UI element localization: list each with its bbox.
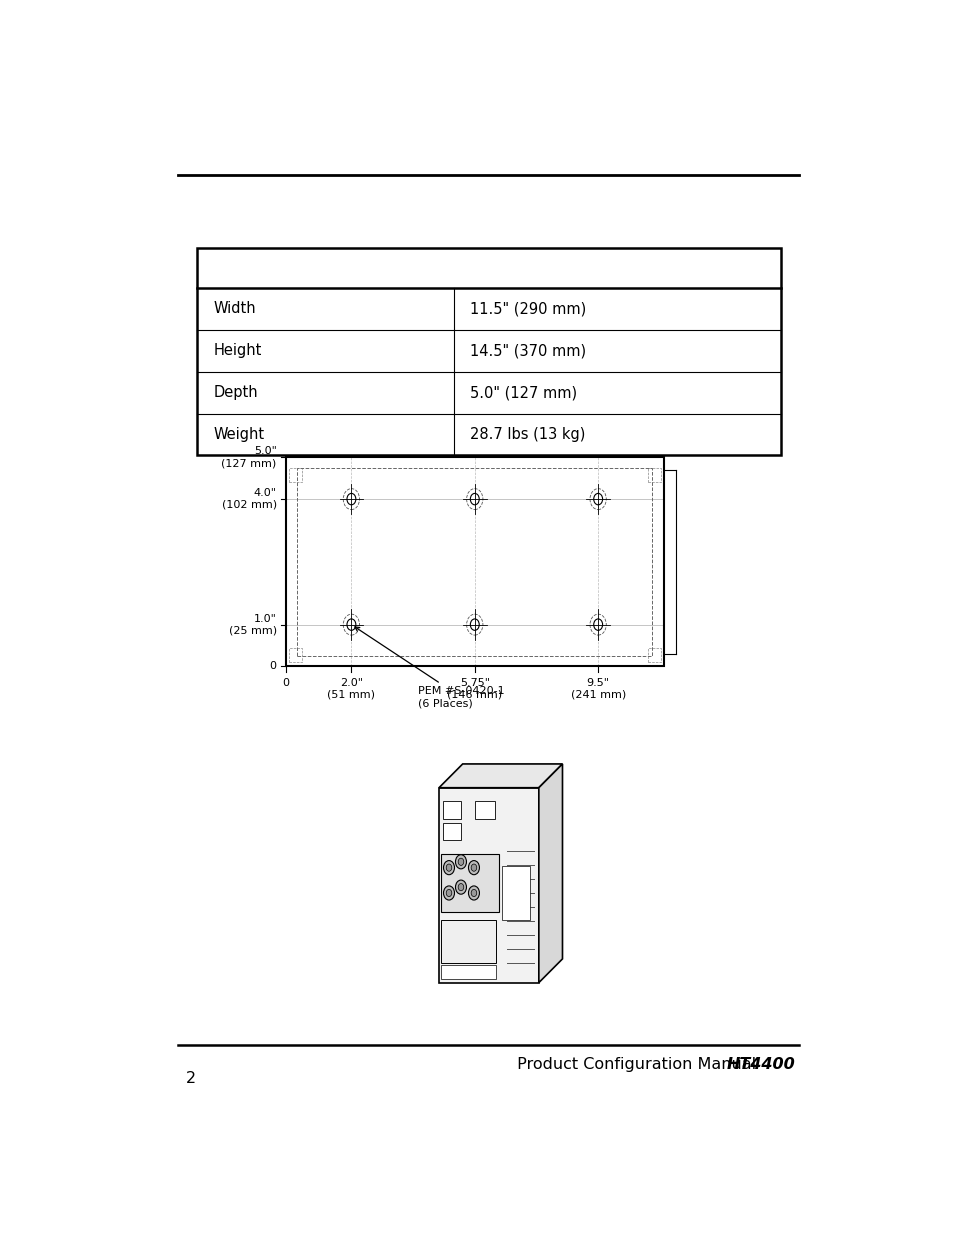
Text: Width: Width [213, 301, 255, 316]
Circle shape [455, 855, 466, 869]
Text: 5.0"
(127 mm): 5.0" (127 mm) [221, 447, 276, 468]
Text: 11.5" (290 mm): 11.5" (290 mm) [470, 301, 586, 316]
Text: 0: 0 [282, 678, 289, 688]
Text: Weight: Weight [213, 427, 264, 442]
Text: 0: 0 [270, 662, 276, 672]
Text: Product Configuration Manual: Product Configuration Manual [511, 1057, 755, 1072]
Text: PEM #S-0420-1
(6 Places): PEM #S-0420-1 (6 Places) [355, 627, 504, 708]
Text: 28.7 lbs (13 kg): 28.7 lbs (13 kg) [470, 427, 585, 442]
Bar [475, 802, 495, 819]
Text: 5.75"
(146 mm): 5.75" (146 mm) [447, 678, 502, 699]
Bar [285, 457, 663, 667]
Bar [442, 823, 460, 840]
Text: Height: Height [213, 343, 261, 358]
Polygon shape [538, 764, 562, 983]
Circle shape [443, 885, 454, 900]
Bar [647, 647, 660, 662]
Circle shape [471, 864, 476, 871]
Circle shape [457, 883, 463, 890]
Text: 4.0"
(102 mm): 4.0" (102 mm) [221, 488, 276, 510]
Circle shape [446, 889, 452, 897]
Bar [440, 853, 498, 913]
Text: Depth: Depth [213, 385, 257, 400]
Bar [196, 248, 781, 456]
Text: 14.5" (370 mm): 14.5" (370 mm) [470, 343, 586, 358]
Bar [440, 920, 496, 963]
Circle shape [443, 861, 454, 874]
Bar [442, 802, 460, 819]
Circle shape [455, 881, 466, 894]
Bar [647, 468, 660, 483]
Text: 1.0"
(25 mm): 1.0" (25 mm) [229, 614, 276, 636]
Polygon shape [438, 764, 562, 788]
Circle shape [471, 889, 476, 897]
Circle shape [468, 861, 479, 874]
Bar [296, 468, 652, 656]
Circle shape [468, 885, 479, 900]
Circle shape [457, 858, 463, 866]
Text: HT4400 Product Configuration Manual: HT4400 Product Configuration Manual [489, 1057, 795, 1072]
Text: 9.5"
(241 mm): 9.5" (241 mm) [570, 678, 625, 699]
Text: 5.0" (127 mm): 5.0" (127 mm) [470, 385, 577, 400]
Bar [440, 965, 496, 979]
Circle shape [446, 864, 452, 871]
Bar [289, 468, 302, 483]
Bar [438, 788, 538, 983]
Text: 2.0"
(51 mm): 2.0" (51 mm) [327, 678, 375, 699]
Text: HT4400: HT4400 [726, 1057, 795, 1072]
Bar [501, 866, 529, 920]
Text: 2: 2 [186, 1071, 195, 1086]
Bar [289, 647, 302, 662]
